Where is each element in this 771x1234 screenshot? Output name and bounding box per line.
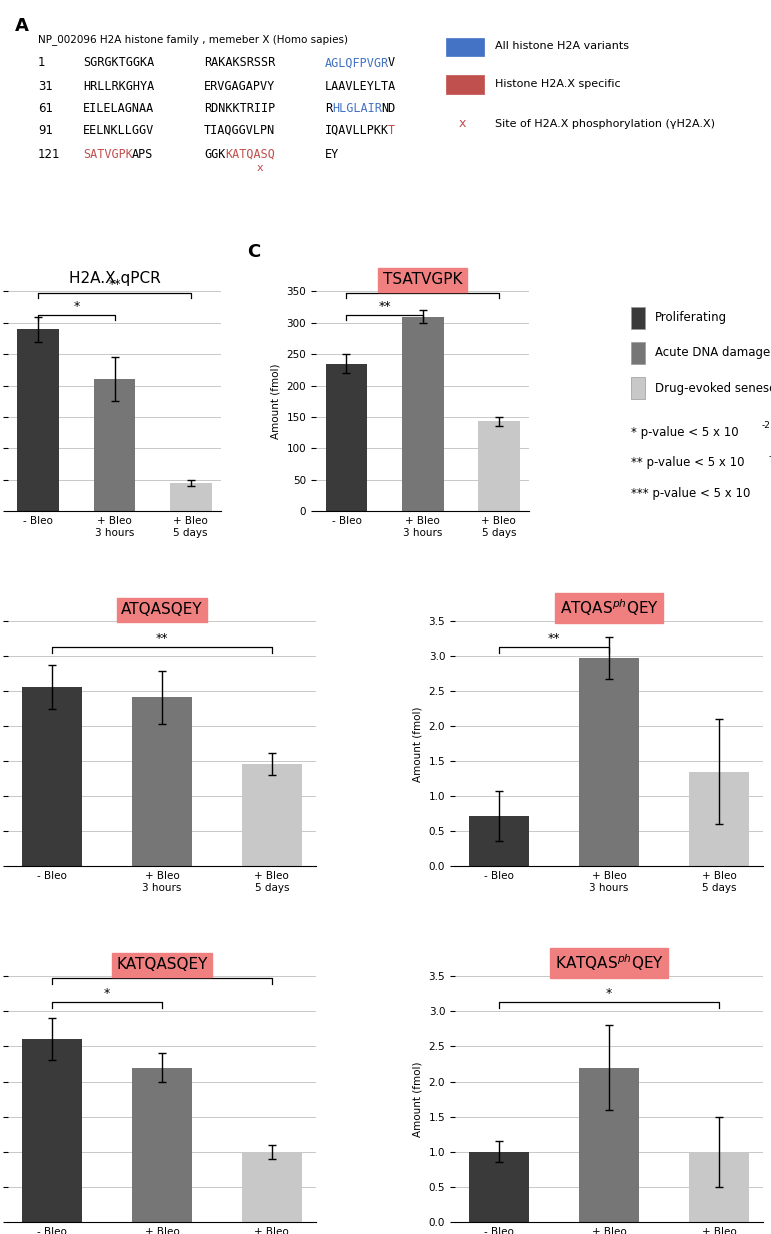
Text: **: **: [156, 632, 168, 645]
Text: NP_002096 H2A histone family , memeber X (Homo sapies): NP_002096 H2A histone family , memeber X…: [38, 35, 348, 46]
Text: EILELAGNAA: EILELAGNAA: [83, 102, 154, 115]
Text: Acute DNA damage: Acute DNA damage: [655, 347, 770, 359]
Title: ATQASQEY: ATQASQEY: [121, 602, 203, 617]
Text: **: **: [548, 632, 561, 645]
Text: ERVGAGAPVY: ERVGAGAPVY: [204, 80, 275, 93]
Text: Histone H2A.X specific: Histone H2A.X specific: [495, 79, 621, 89]
Title: KATQAS$^{ph}$QEY: KATQAS$^{ph}$QEY: [554, 953, 664, 974]
Text: Site of H2A.X phosphorylation (γH2A.X): Site of H2A.X phosphorylation (γH2A.X): [495, 118, 715, 130]
Text: HLGLAIR: HLGLAIR: [332, 102, 382, 115]
Text: HRLLRKGHYA: HRLLRKGHYA: [83, 80, 154, 93]
FancyBboxPatch shape: [446, 75, 483, 94]
Text: **: **: [108, 278, 121, 291]
Text: EELNKLLGGV: EELNKLLGGV: [83, 123, 154, 137]
Title: TSATVGPK: TSATVGPK: [383, 273, 463, 288]
FancyBboxPatch shape: [631, 342, 645, 364]
Bar: [132, 697, 192, 866]
Text: *: *: [73, 300, 79, 312]
Bar: [18, 329, 59, 511]
Text: 61: 61: [38, 102, 53, 115]
FancyBboxPatch shape: [446, 38, 483, 57]
Text: AGLQFPVGR: AGLQFPVGR: [325, 57, 389, 69]
Bar: [170, 482, 212, 511]
Text: KATQASQ: KATQASQ: [225, 148, 275, 160]
Text: LAAVLEYLTA: LAAVLEYLTA: [325, 80, 396, 93]
Text: ND: ND: [381, 102, 396, 115]
Bar: [579, 659, 639, 866]
Text: SATVGPK: SATVGPK: [83, 148, 133, 160]
Bar: [469, 1151, 530, 1222]
Text: EY: EY: [325, 148, 339, 160]
Text: -5: -5: [769, 452, 771, 460]
Bar: [478, 422, 520, 511]
Y-axis label: Amount (fmol): Amount (fmol): [271, 364, 281, 439]
Text: **: **: [156, 963, 168, 976]
Text: *** p-value < 5 x 10: *** p-value < 5 x 10: [631, 487, 750, 500]
Text: RDNKKTRIIP: RDNKKTRIIP: [204, 102, 275, 115]
Text: TIAQGGVLPN: TIAQGGVLPN: [204, 123, 275, 137]
Text: A: A: [15, 17, 29, 36]
Text: ** p-value < 5 x 10: ** p-value < 5 x 10: [631, 457, 745, 469]
Y-axis label: Amount (fmol): Amount (fmol): [413, 1061, 423, 1137]
Text: *: *: [104, 987, 110, 1001]
Text: Proliferating: Proliferating: [655, 311, 727, 325]
Text: 31: 31: [38, 80, 52, 93]
Bar: [325, 364, 368, 511]
Text: R: R: [325, 102, 332, 115]
Text: x: x: [257, 163, 264, 173]
Bar: [689, 772, 749, 866]
Text: ***: ***: [413, 278, 432, 291]
Text: 91: 91: [38, 123, 53, 137]
Text: x: x: [459, 117, 466, 131]
Title: H2A.X qPCR: H2A.X qPCR: [69, 271, 160, 286]
Text: *: *: [606, 987, 612, 1001]
Text: All histone H2A variants: All histone H2A variants: [495, 41, 629, 51]
Text: GGK: GGK: [204, 148, 226, 160]
Text: RAKAKSRSSR: RAKAKSRSSR: [204, 57, 275, 69]
Text: * p-value < 5 x 10: * p-value < 5 x 10: [631, 426, 739, 438]
Bar: [469, 816, 530, 866]
Text: Drug-evoked senescence: Drug-evoked senescence: [655, 381, 771, 395]
Bar: [579, 1067, 639, 1222]
Text: 1: 1: [38, 57, 45, 69]
Text: -2: -2: [761, 421, 770, 429]
Text: T: T: [388, 123, 395, 137]
Text: V: V: [388, 57, 395, 69]
Text: C: C: [247, 243, 261, 262]
Bar: [241, 1151, 302, 1222]
FancyBboxPatch shape: [631, 378, 645, 399]
Bar: [22, 1039, 82, 1222]
Text: 121: 121: [38, 148, 60, 160]
Title: ATQAS$^{ph}$QEY: ATQAS$^{ph}$QEY: [560, 597, 658, 618]
Text: APS: APS: [132, 148, 153, 160]
FancyBboxPatch shape: [631, 307, 645, 328]
Bar: [689, 1151, 749, 1222]
Title: KATQASQEY: KATQASQEY: [116, 958, 207, 972]
Text: IQAVLLPKK: IQAVLLPKK: [325, 123, 389, 137]
Text: SGRGKTGGKA: SGRGKTGGKA: [83, 57, 154, 69]
Bar: [93, 379, 136, 511]
Y-axis label: Amount (fmol): Amount (fmol): [413, 706, 423, 781]
Text: **: **: [379, 300, 391, 312]
Bar: [402, 317, 443, 511]
Bar: [241, 764, 302, 866]
Bar: [132, 1067, 192, 1222]
Bar: [22, 687, 82, 866]
